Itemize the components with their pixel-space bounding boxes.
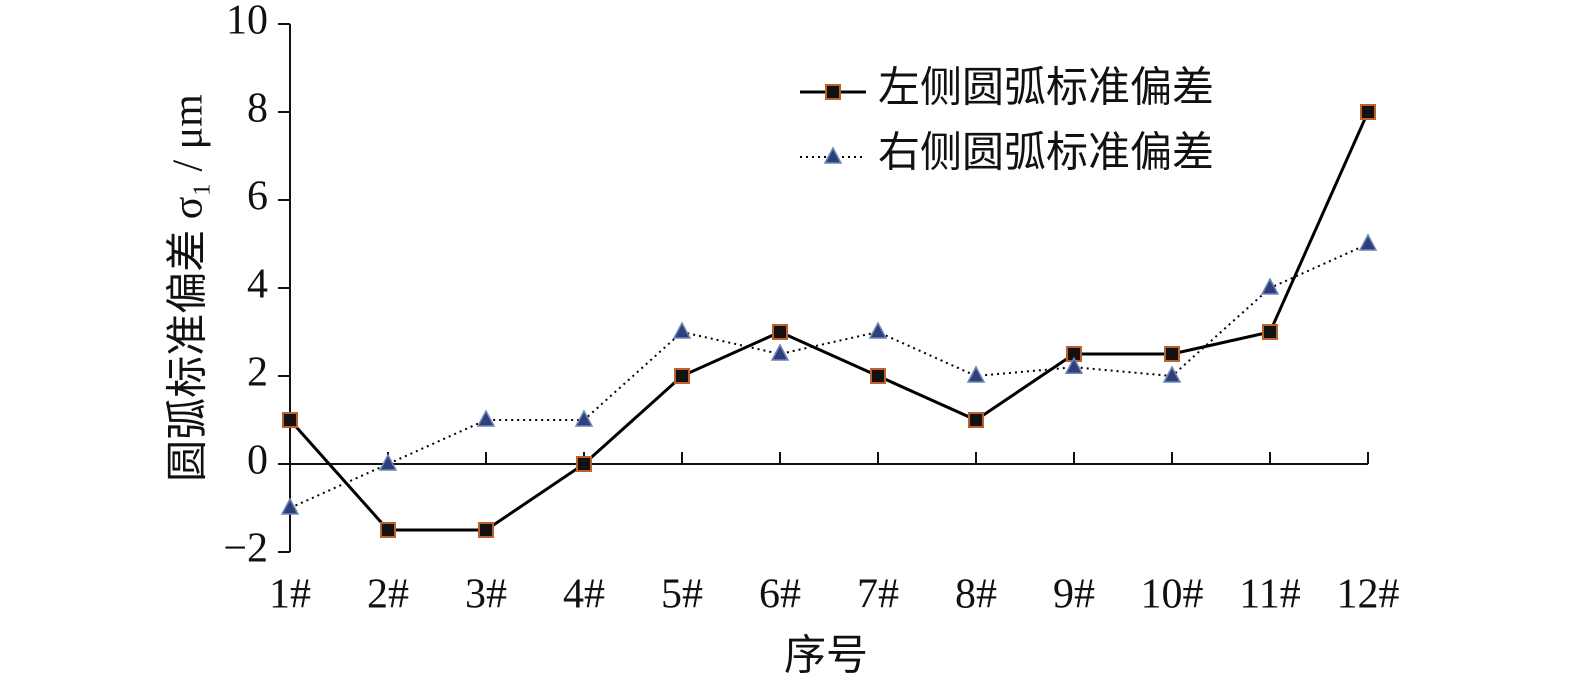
y-tick-label: 4 bbox=[247, 262, 268, 308]
legend-marker bbox=[825, 84, 841, 100]
x-tick-label: 5# bbox=[661, 572, 703, 618]
data-point bbox=[380, 522, 396, 538]
data-point bbox=[378, 453, 398, 471]
data-point bbox=[478, 522, 494, 538]
x-tick-label: 12# bbox=[1337, 572, 1400, 618]
data-point bbox=[1260, 277, 1280, 295]
data-point bbox=[674, 368, 690, 384]
data-point bbox=[966, 365, 986, 383]
y-tick-label: 10 bbox=[226, 0, 268, 44]
data-point bbox=[476, 409, 496, 427]
data-point bbox=[770, 343, 790, 361]
x-tick-label: 6# bbox=[759, 572, 801, 618]
data-point bbox=[1262, 324, 1278, 340]
data-point bbox=[280, 497, 300, 515]
series-line bbox=[289, 243, 1369, 509]
y-tick-label: 0 bbox=[247, 438, 268, 484]
data-point bbox=[968, 412, 984, 428]
data-point bbox=[868, 321, 888, 339]
data-point bbox=[1358, 233, 1378, 251]
y-tick-label: −2 bbox=[223, 526, 268, 572]
x-tick-label: 9# bbox=[1053, 572, 1095, 618]
data-point bbox=[870, 368, 886, 384]
y-tick-label: 6 bbox=[247, 174, 268, 220]
legend-marker bbox=[823, 146, 843, 164]
data-point bbox=[1162, 365, 1182, 383]
y-tick-label: 2 bbox=[247, 350, 268, 396]
legend-label: 左侧圆弧标准偏差 bbox=[878, 66, 1214, 112]
data-point bbox=[282, 412, 298, 428]
x-tick-label: 7# bbox=[857, 572, 899, 618]
x-tick-label: 10# bbox=[1141, 572, 1204, 618]
data-point bbox=[574, 409, 594, 427]
legend-label: 右侧圆弧标准偏差 bbox=[878, 131, 1214, 177]
x-tick-label: 2# bbox=[367, 572, 409, 618]
data-point bbox=[772, 324, 788, 340]
y-axis-label: 圆弧标准偏差 σ₁ / μm bbox=[166, 94, 212, 482]
x-tick-label: 11# bbox=[1239, 572, 1300, 618]
data-point bbox=[1064, 356, 1084, 374]
x-tick-label: 1# bbox=[269, 572, 311, 618]
x-tick-label: 4# bbox=[563, 572, 605, 618]
data-point bbox=[672, 321, 692, 339]
data-point bbox=[1360, 104, 1376, 120]
x-tick-label: 8# bbox=[955, 572, 997, 618]
y-tick-label: 8 bbox=[247, 86, 268, 132]
x-tick-label: 3# bbox=[465, 572, 507, 618]
series-line bbox=[288, 111, 1370, 532]
data-point bbox=[576, 456, 592, 472]
x-axis-label: 序号 bbox=[784, 634, 868, 680]
data-point bbox=[1164, 346, 1180, 362]
